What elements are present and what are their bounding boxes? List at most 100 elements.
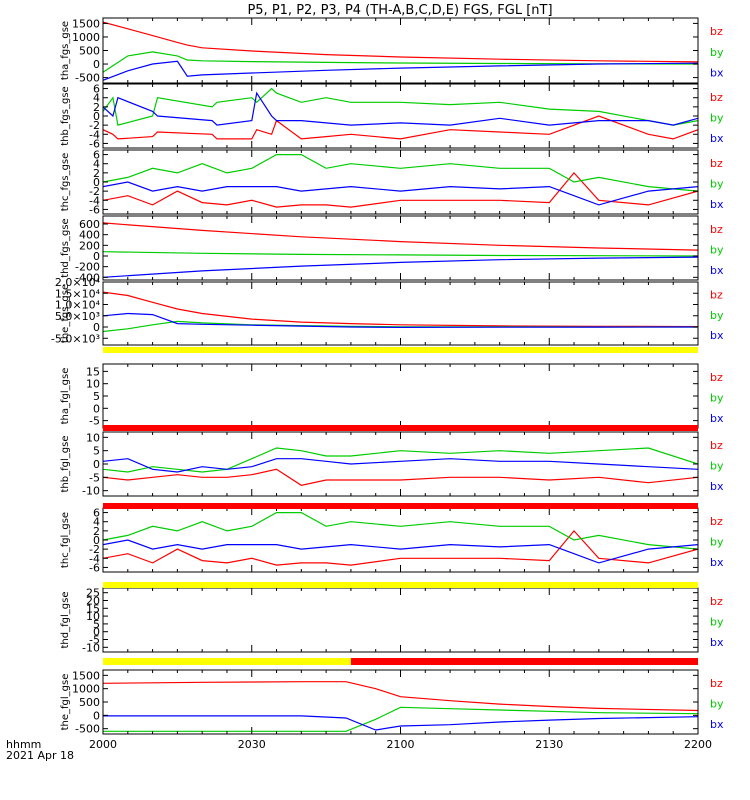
ylabel-the_fgl_gse: the_fgl_gse <box>60 674 71 731</box>
legend-bz: bz <box>710 439 723 452</box>
series-bx <box>103 181 698 206</box>
legend-bz: bz <box>710 91 723 104</box>
legend-by: by <box>710 243 724 256</box>
xtick-label: 2130 <box>535 738 563 751</box>
xtick-label: 2000 <box>89 738 117 751</box>
ytick-label: 200 <box>79 239 100 252</box>
ytick-label: 2 <box>93 101 100 114</box>
ytick-label: 5.0×10³ <box>55 310 100 323</box>
legend-bx: bx <box>710 480 724 493</box>
ylabel-thc_fgs_gse: thc_fgs_gse <box>60 153 71 212</box>
ytick-label: -2 <box>89 119 100 132</box>
ytick-label: -2 <box>89 543 100 556</box>
ytick-label: 5 <box>93 618 100 631</box>
ytick-label: 0 <box>93 110 100 123</box>
series-by <box>103 87 698 126</box>
status-bars <box>103 347 698 665</box>
series-bz <box>103 115 698 140</box>
ytick-label: 5 <box>93 445 100 458</box>
legend-by: by <box>710 459 724 472</box>
ytick-label: 10 <box>86 378 100 391</box>
ytick-label: 1000 <box>72 683 100 696</box>
ytick-label: 2.0×10⁴ <box>55 276 101 289</box>
series-bz <box>103 171 698 208</box>
status-bar-segment <box>103 658 351 665</box>
legend-bx: bx <box>710 329 724 342</box>
status-bar-segment <box>103 425 698 431</box>
ytick-label: -400 <box>75 271 100 284</box>
series-group <box>103 511 698 566</box>
series-bx <box>103 539 698 564</box>
series-by <box>103 51 698 73</box>
legend-by: by <box>710 46 724 59</box>
panel-frame <box>102 363 699 429</box>
legend-bx: bx <box>710 198 724 211</box>
ylabel-thd_fgl_gse: thd_fgl_gse <box>60 592 71 649</box>
panel-frame <box>102 17 699 84</box>
series-bz <box>103 21 698 63</box>
ylabel-thb_fgs_gse: thb_fgs_gse <box>60 86 71 145</box>
legend-bx: bx <box>710 556 724 569</box>
ytick-label: 500 <box>79 45 100 58</box>
ytick-label: 1.5×10⁴ <box>55 287 101 300</box>
ytick-label: -10 <box>82 485 100 498</box>
ytick-label: -200 <box>75 261 100 274</box>
ytick-label: 400 <box>79 229 100 242</box>
series-group <box>103 87 698 140</box>
ytick-label: 15 <box>86 602 100 615</box>
ytick-label: 0 <box>93 402 100 415</box>
x-axis-label-hhmm: hhmm <box>6 738 41 751</box>
ytick-label: 2 <box>93 167 100 180</box>
ytick-label: 0 <box>93 626 100 639</box>
ytick-label: -6 <box>89 137 100 150</box>
ytick-label: 0 <box>93 458 100 471</box>
legend-bz: bz <box>710 677 723 690</box>
ytick-label: 10 <box>86 431 100 444</box>
status-bar-segment <box>103 582 698 588</box>
ytick-label: 6 <box>93 507 100 520</box>
ytick-label: 1500 <box>72 17 100 30</box>
ytick-label: 0 <box>93 58 100 71</box>
series-bz <box>103 222 698 251</box>
ytick-label: 15 <box>86 365 100 378</box>
legend-bz: bz <box>710 25 723 38</box>
legend-by: by <box>710 177 724 190</box>
series-bz <box>103 529 698 566</box>
series-bx <box>103 256 698 278</box>
ytick-label: 4 <box>93 158 100 171</box>
legend-by: by <box>710 111 724 124</box>
ytick-label: 1000 <box>72 31 100 44</box>
ytick-label: -500 <box>75 723 100 736</box>
legend-bz: bz <box>710 157 723 170</box>
panel-the_fgs_gse: 2.0×10⁴1.5×10⁴1.0×10⁴5.0×10³0-5.0×10³the… <box>51 276 724 346</box>
series-group <box>103 222 698 278</box>
ytick-label: 25 <box>86 587 100 600</box>
series-by <box>103 154 698 192</box>
series-bx <box>103 91 698 126</box>
ytick-label: 0 <box>93 176 100 189</box>
ytick-label: 0 <box>93 250 100 263</box>
legend-by: by <box>710 535 724 548</box>
panel-frame <box>102 507 699 573</box>
ytick-label: 0 <box>93 709 100 722</box>
ytick-label: -5.0×10³ <box>51 332 100 345</box>
panel-frame <box>102 149 699 215</box>
series-by <box>103 511 698 550</box>
ytick-label: 0 <box>93 534 100 547</box>
series-bz <box>103 681 698 712</box>
xtick-label: 2030 <box>238 738 266 751</box>
ytick-label: 5 <box>93 390 100 403</box>
ylabel-thd_fgs_gse: thd_fgs_gse <box>60 218 71 277</box>
legend-bx: bx <box>710 412 724 425</box>
ytick-label: 1.0×10⁴ <box>55 299 101 312</box>
legend-by: by <box>710 697 724 710</box>
legend-bz: bz <box>710 595 723 608</box>
status-bar-segment <box>350 658 698 665</box>
